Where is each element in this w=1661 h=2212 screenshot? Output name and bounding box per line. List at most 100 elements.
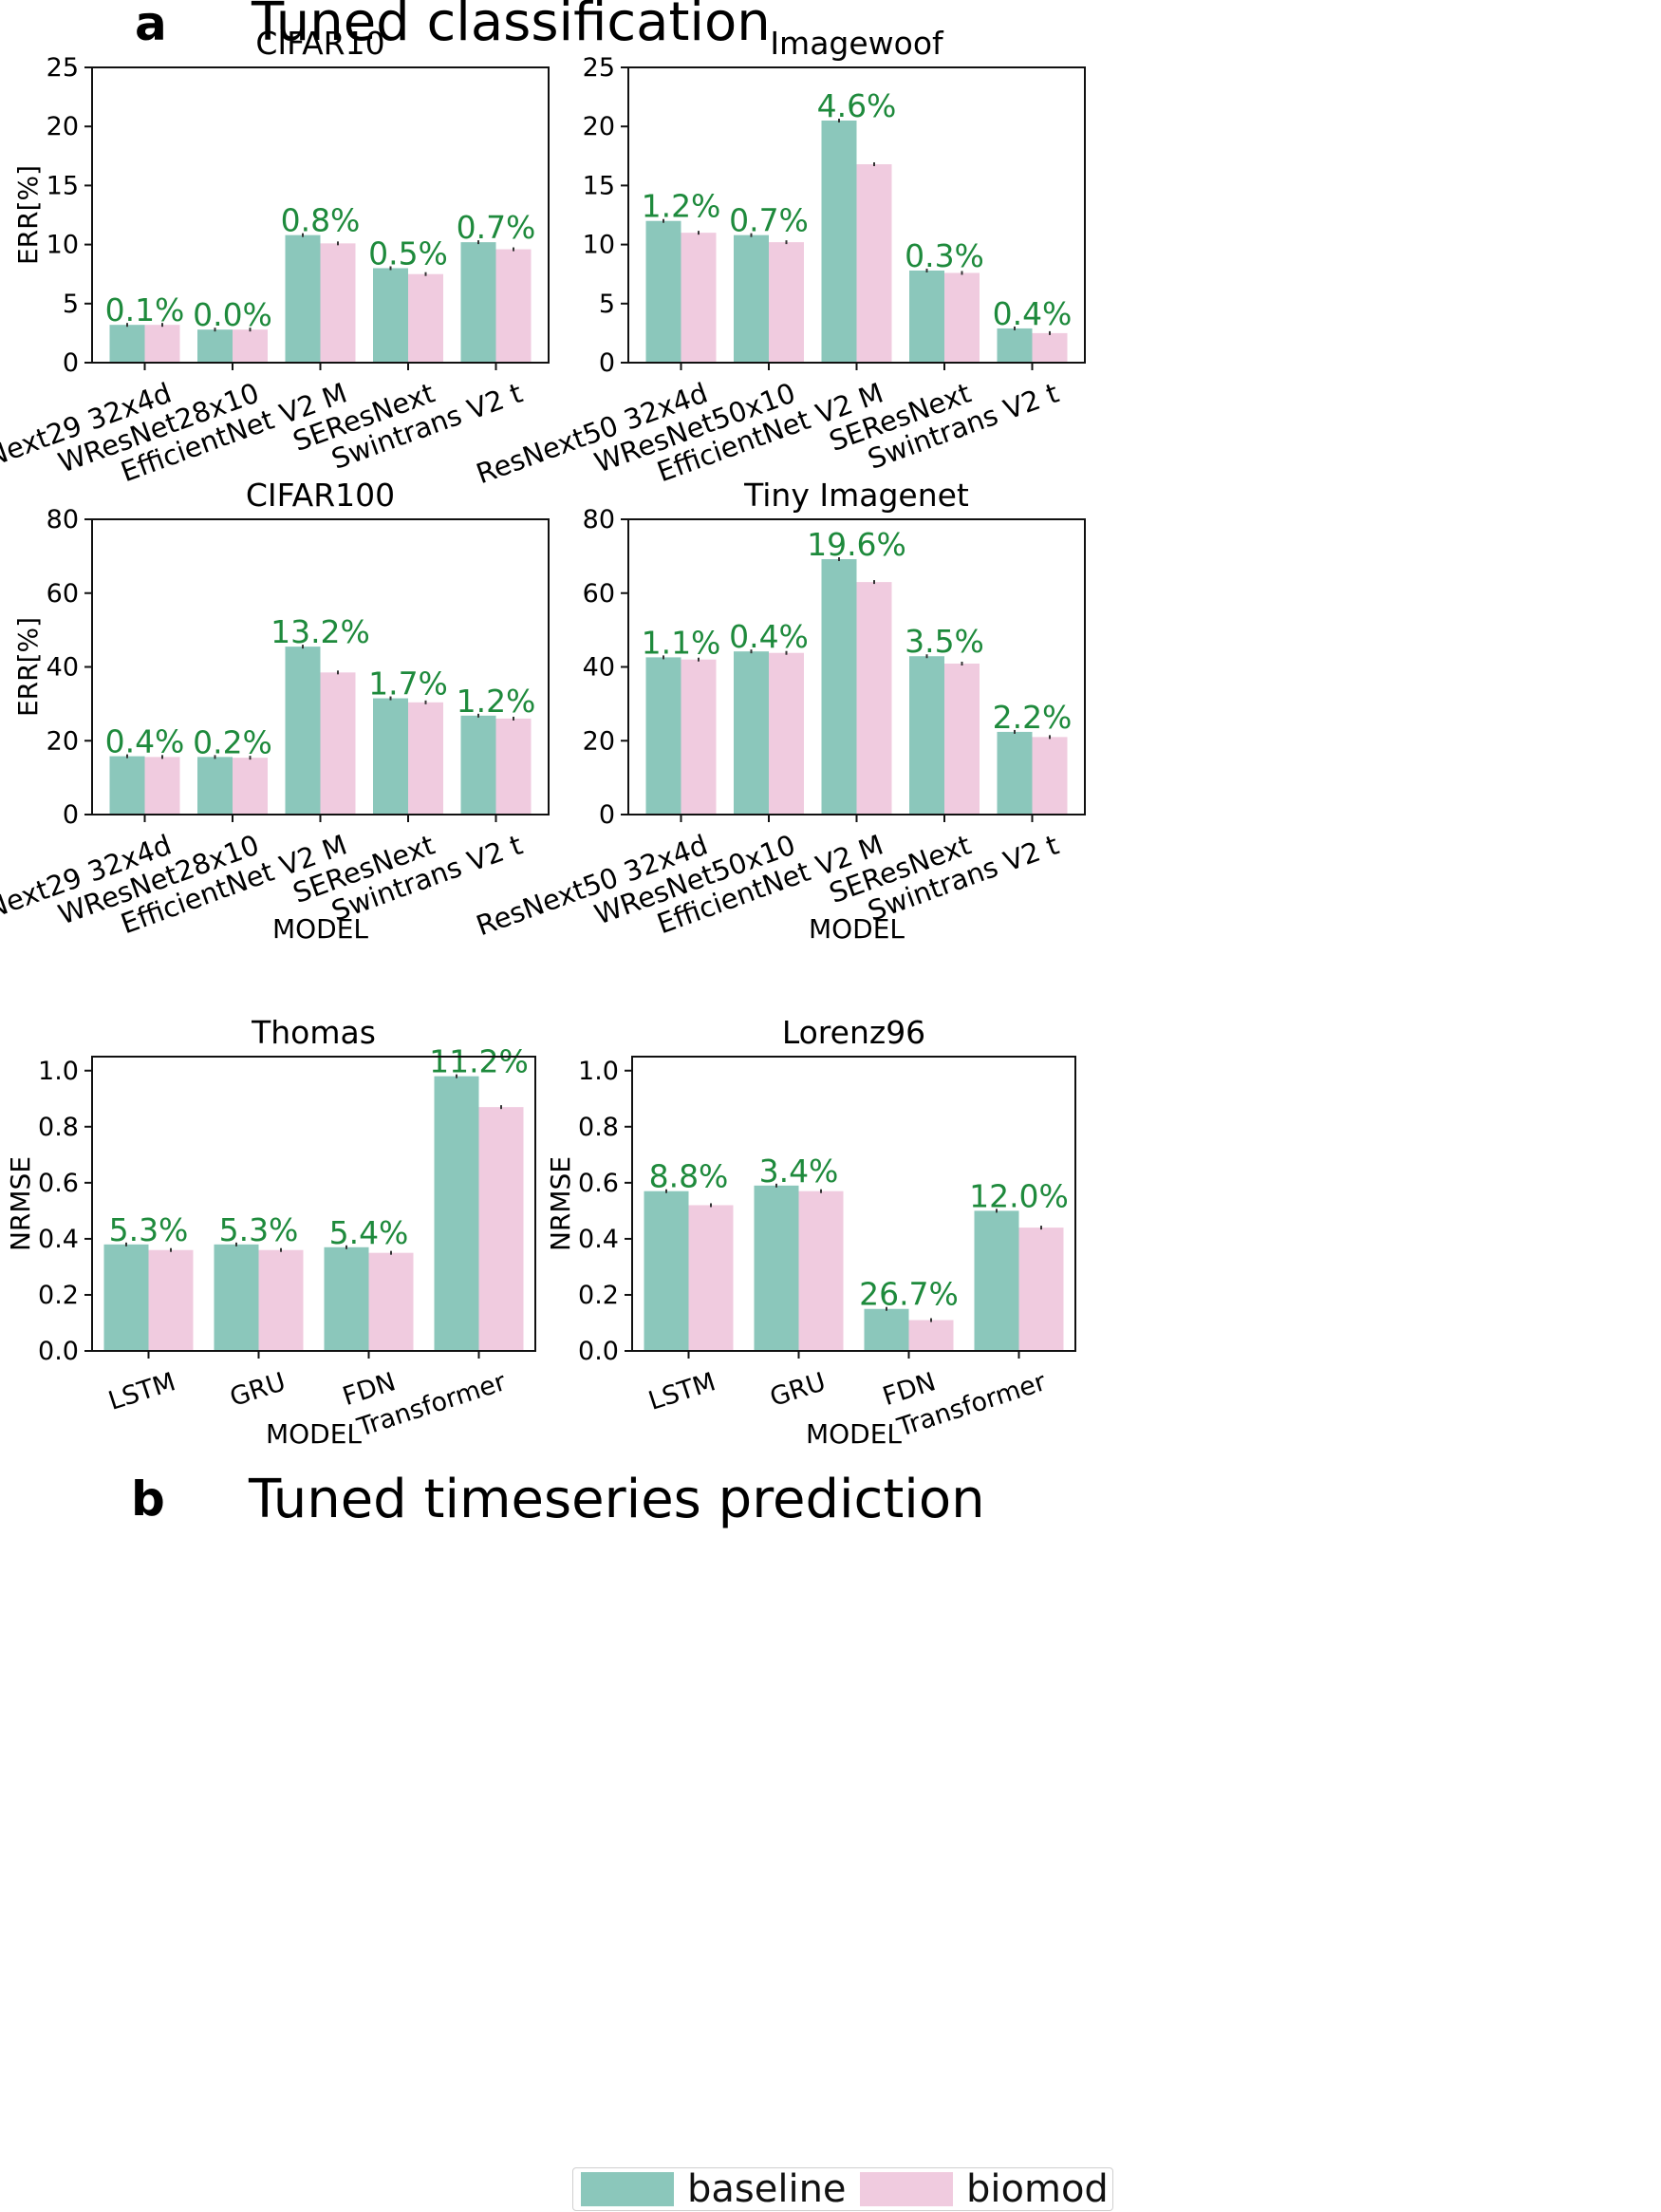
- bar-biomod: [144, 325, 180, 363]
- x-axis-label: MODEL: [272, 913, 368, 945]
- improvement-label: 0.4%: [105, 723, 185, 760]
- bar-baseline: [109, 325, 145, 363]
- x-axis-label: MODEL: [266, 1418, 362, 1450]
- plot-frame: [627, 518, 1086, 815]
- improvement-label: 1.2%: [642, 188, 721, 225]
- category-label: LSTM: [645, 1367, 719, 1416]
- improvement-label: 0.3%: [905, 237, 984, 274]
- y-tick-label: 0.6: [578, 1169, 619, 1198]
- improvement-label: 5.3%: [219, 1211, 299, 1248]
- y-tick-label: 0.4: [38, 1225, 79, 1254]
- bar-baseline: [460, 715, 496, 815]
- bar-biomod: [798, 1190, 844, 1351]
- y-tick-label: 0.4: [578, 1225, 619, 1254]
- improvement-label: 13.2%: [271, 613, 370, 650]
- improvement-label: 0.7%: [457, 209, 536, 246]
- bar-baseline: [324, 1247, 369, 1351]
- bar-biomod: [495, 249, 532, 363]
- legend-item-baseline: baseline: [581, 2170, 847, 2208]
- y-tick-label: 40: [583, 653, 615, 683]
- improvement-label: 1.7%: [368, 665, 448, 703]
- plot-frame: [91, 1056, 536, 1352]
- improvement-label: 0.8%: [281, 202, 361, 239]
- bar-baseline: [997, 328, 1033, 363]
- improvement-label: 0.2%: [193, 723, 272, 760]
- plot-frame: [631, 1056, 1076, 1352]
- y-tick-label: 25: [583, 53, 615, 83]
- bar-biomod: [258, 1249, 304, 1351]
- y-tick-label: 80: [583, 505, 615, 534]
- bar-biomod: [320, 672, 356, 815]
- improvement-label: 12.0%: [969, 1177, 1069, 1214]
- improvement-label: 19.6%: [807, 526, 906, 563]
- bar-baseline: [285, 234, 321, 363]
- plot-frame: [91, 66, 550, 364]
- legend: baseline biomod: [572, 2167, 1113, 2211]
- improvement-label: 0.7%: [729, 202, 809, 239]
- section-b-title: Tuned timeseries prediction: [248, 1469, 985, 1530]
- chart-4: Thomas 0.0 0.2 0.4 0.6 0.8 1.0 NRMSE LSTM 5.3% GRU…: [5, 1014, 536, 1450]
- bar-biomod: [495, 718, 532, 815]
- bar-baseline: [645, 220, 681, 363]
- y-tick-label: 20: [583, 726, 615, 756]
- category-label: GRU: [767, 1367, 830, 1413]
- bar-baseline: [734, 651, 769, 815]
- y-tick-label: 1.0: [578, 1057, 619, 1086]
- y-tick-label: 60: [583, 579, 615, 609]
- chart-title: Thomas: [251, 1014, 376, 1051]
- bar-biomod: [478, 1107, 524, 1351]
- y-tick-label: 15: [47, 171, 79, 200]
- bar-biomod: [688, 1205, 734, 1351]
- bar-baseline: [460, 242, 496, 363]
- y-tick-label: 80: [47, 505, 79, 534]
- improvement-label: 4.6%: [817, 87, 897, 124]
- improvement-label: 5.3%: [109, 1211, 189, 1248]
- plot-frame: [627, 66, 1086, 364]
- section-a-title: Tuned classification: [251, 0, 771, 53]
- bar-baseline: [109, 756, 145, 815]
- y-tick-label: 0.2: [38, 1281, 79, 1310]
- bar-biomod: [144, 757, 180, 815]
- bar-biomod: [944, 272, 980, 363]
- y-tick-label: 20: [583, 112, 615, 141]
- legend-swatch-biomod: [860, 2172, 953, 2206]
- y-tick-label: 0: [63, 800, 79, 830]
- bar-biomod: [368, 1252, 414, 1351]
- y-tick-label: 1.0: [38, 1057, 79, 1086]
- x-axis-label: MODEL: [809, 913, 905, 945]
- y-tick-label: 0.8: [38, 1113, 79, 1142]
- improvement-label: 0.4%: [993, 295, 1073, 332]
- section-b-letter: b: [131, 1472, 165, 1527]
- category-label: LSTM: [105, 1367, 179, 1416]
- y-tick-label: 10: [583, 231, 615, 260]
- bar-baseline: [373, 698, 408, 815]
- bar-biomod: [408, 702, 443, 815]
- bar-baseline: [821, 120, 857, 363]
- y-axis-label: ERR[%]: [12, 617, 44, 717]
- bar-baseline: [644, 1190, 689, 1351]
- bar-biomod: [148, 1249, 194, 1351]
- improvement-label: 2.2%: [993, 699, 1073, 736]
- bar-baseline: [909, 656, 944, 815]
- y-tick-label: 20: [47, 726, 79, 756]
- bar-biomod: [233, 329, 268, 363]
- bar-baseline: [997, 731, 1033, 815]
- y-tick-label: 0.0: [38, 1337, 79, 1366]
- y-tick-label: 10: [47, 231, 79, 260]
- y-tick-label: 0: [599, 348, 615, 378]
- bar-biomod: [769, 652, 804, 815]
- improvement-label: 3.4%: [759, 1153, 839, 1190]
- y-tick-label: 40: [47, 653, 79, 683]
- bar-baseline: [821, 558, 857, 815]
- improvement-label: 0.4%: [729, 618, 809, 655]
- chart-title: Lorenz96: [782, 1014, 925, 1051]
- bar-biomod: [233, 758, 268, 815]
- y-tick-label: 0.6: [38, 1169, 79, 1198]
- category-label: GRU: [227, 1367, 289, 1413]
- bar-baseline: [434, 1076, 479, 1351]
